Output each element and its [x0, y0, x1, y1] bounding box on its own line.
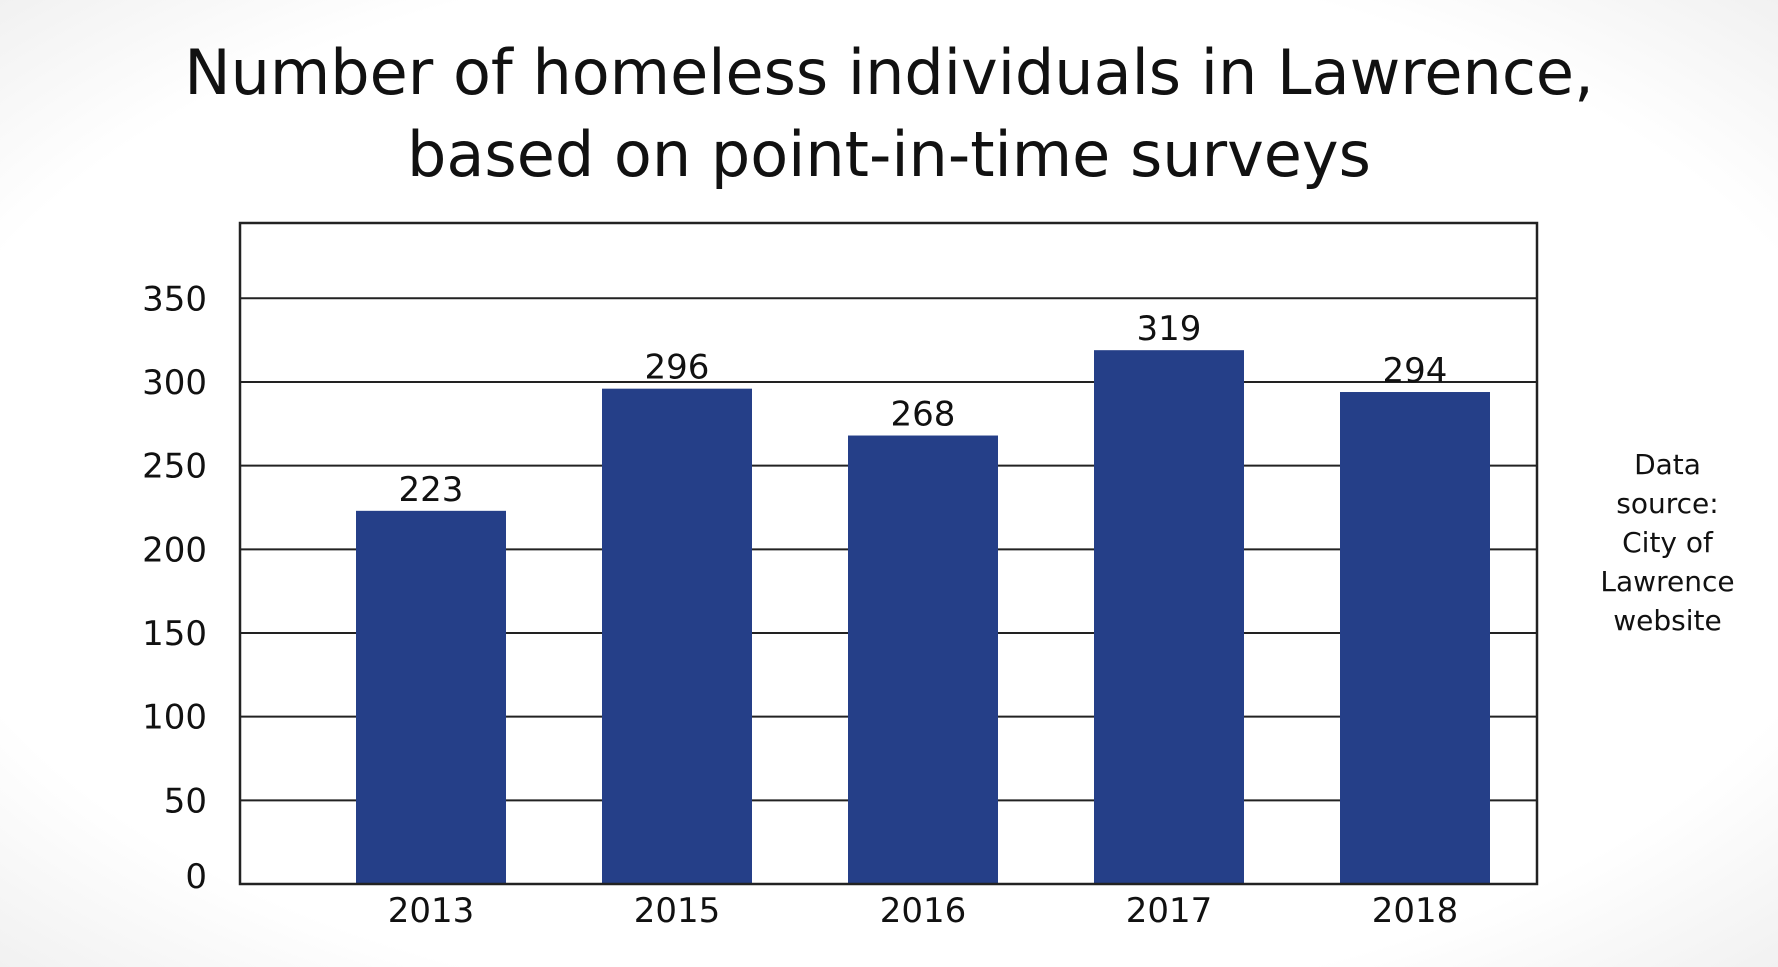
y-tick-label-350: 350 [142, 279, 207, 319]
x-tick-label-2016: 2016 [880, 891, 967, 931]
y-tick-label-100: 100 [142, 698, 207, 738]
bar-2016 [848, 435, 998, 884]
y-axis-tick-labels: 0 50 100 150 200 250 300 350 [142, 279, 207, 897]
bar-value-label-2015: 296 [645, 348, 710, 388]
bar-2018 [1340, 392, 1490, 884]
bars [356, 350, 1490, 884]
x-tick-label-2018: 2018 [1372, 891, 1459, 931]
bar-value-label-2016: 268 [891, 395, 956, 435]
data-source-line-1: Data [1634, 448, 1701, 481]
chart-title: Number of homeless individuals in Lawren… [0, 32, 1778, 196]
chart-title-line-2: based on point-in-time surveys [407, 118, 1371, 191]
y-tick-label-150: 150 [142, 614, 207, 654]
y-tick-label-50: 50 [164, 781, 207, 821]
data-source-line-4: Lawrence [1600, 565, 1735, 598]
data-source-line-2: source: [1616, 487, 1719, 520]
bar-value-labels: 223 296 268 319 294 [399, 309, 1448, 510]
y-tick-label-300: 300 [142, 363, 207, 403]
bar-2017 [1094, 350, 1244, 884]
bar-value-label-2017: 319 [1137, 309, 1202, 349]
data-source-note: Data source: City of Lawrence website [1580, 445, 1755, 640]
bar-value-label-2013: 223 [399, 470, 464, 510]
x-tick-label-2017: 2017 [1126, 891, 1213, 931]
y-tick-label-250: 250 [142, 447, 207, 487]
x-tick-label-2013: 2013 [388, 891, 475, 931]
data-source-line-5: website [1613, 604, 1722, 637]
y-tick-label-200: 200 [142, 530, 207, 570]
x-tick-label-2015: 2015 [634, 891, 721, 931]
x-axis-tick-labels: 2013 2015 2016 2017 2018 [388, 891, 1459, 931]
bar-2015 [602, 388, 752, 884]
bar-2013 [356, 510, 506, 884]
data-source-line-3: City of [1622, 526, 1713, 559]
chart-title-line-1: Number of homeless individuals in Lawren… [184, 36, 1594, 109]
bar-value-label-2018: 294 [1383, 351, 1448, 391]
y-tick-label-0: 0 [185, 857, 207, 897]
plot-frame [238, 221, 1539, 886]
